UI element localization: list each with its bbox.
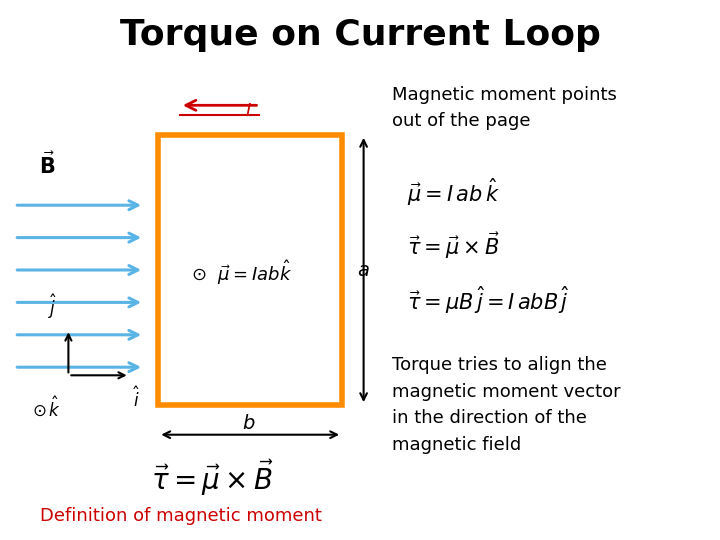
Text: $\vec{\mu} = I\,ab\,\hat{k}$: $\vec{\mu} = I\,ab\,\hat{k}$ [407,176,500,207]
Text: Magnetic moment points
out of the page: Magnetic moment points out of the page [392,86,617,130]
Bar [158,135,342,405]
Text: $b$: $b$ [242,414,255,434]
Text: $a$: $a$ [357,260,370,280]
Text: $\hat{i}$: $\hat{i}$ [133,386,140,411]
Text: $\vec{\tau} = \mu B\,\hat{j} = I\,abB\,\hat{j}$: $\vec{\tau} = \mu B\,\hat{j} = I\,abB\,\… [407,284,570,315]
Text: $\odot\ \ \vec{\mu} = Iab\hat{k}$: $\odot\ \ \vec{\mu} = Iab\hat{k}$ [191,258,292,287]
Text: $I$: $I$ [245,102,252,120]
Text: $\vec{\tau} = \vec{\mu} \times \vec{B}$: $\vec{\tau} = \vec{\mu} \times \vec{B}$ [407,230,500,261]
Text: Torque tries to align the
magnetic moment vector
in the direction of the
magneti: Torque tries to align the magnetic momen… [392,356,621,454]
Text: Definition of magnetic moment: Definition of magnetic moment [40,507,321,525]
Text: $\vec{\tau} = \vec{\mu} \times \vec{B}$: $\vec{\tau} = \vec{\mu} \times \vec{B}$ [151,458,274,498]
Text: $\vec{\mathbf{B}}$: $\vec{\mathbf{B}}$ [39,151,55,178]
Text: Torque on Current Loop: Torque on Current Loop [120,18,600,52]
Text: $\odot\,\hat{k}$: $\odot\,\hat{k}$ [32,396,61,420]
Text: $\hat{j}$: $\hat{j}$ [48,293,57,321]
